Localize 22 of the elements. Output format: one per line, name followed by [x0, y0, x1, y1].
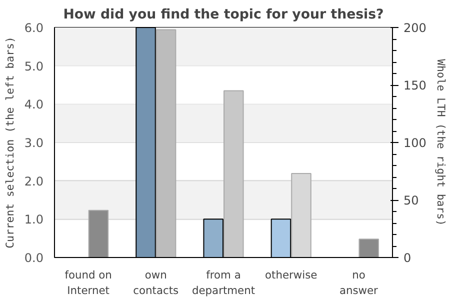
y-tick-label: 5.0 — [24, 59, 44, 74]
chart-title: How did you find the topic for your thesis? — [63, 8, 384, 22]
x-tick-label: found on Internet — [64, 268, 112, 298]
y-tick-label: 1.0 — [24, 212, 44, 227]
x-tick-label: no answer — [339, 268, 379, 298]
x-tick-label: from a department — [192, 268, 256, 298]
x-tick-label: own contacts — [133, 268, 180, 298]
y2-tick-label: 200 — [404, 21, 426, 35]
y-axis-title: Current selection (the left bars) — [3, 36, 16, 248]
y2-tick-label: 150 — [404, 78, 426, 92]
y2-tick-label: 100 — [404, 136, 426, 150]
y-tick-label: 2.0 — [24, 174, 44, 188]
bar — [358, 238, 379, 258]
y2-tick-label: 50 — [404, 194, 419, 208]
bar — [88, 210, 109, 258]
x-tick-label: otherwise — [265, 268, 318, 282]
y-tick-label: 3.0 — [24, 136, 44, 150]
y-tick-label: 0.0 — [24, 251, 44, 265]
y2-tick-label: 0 — [404, 251, 412, 265]
y-tick-label: 6.0 — [24, 21, 44, 35]
y-tick-label: 4.0 — [24, 98, 44, 112]
y2-axis-title: Whole LTH (the right bars) — [434, 59, 448, 226]
